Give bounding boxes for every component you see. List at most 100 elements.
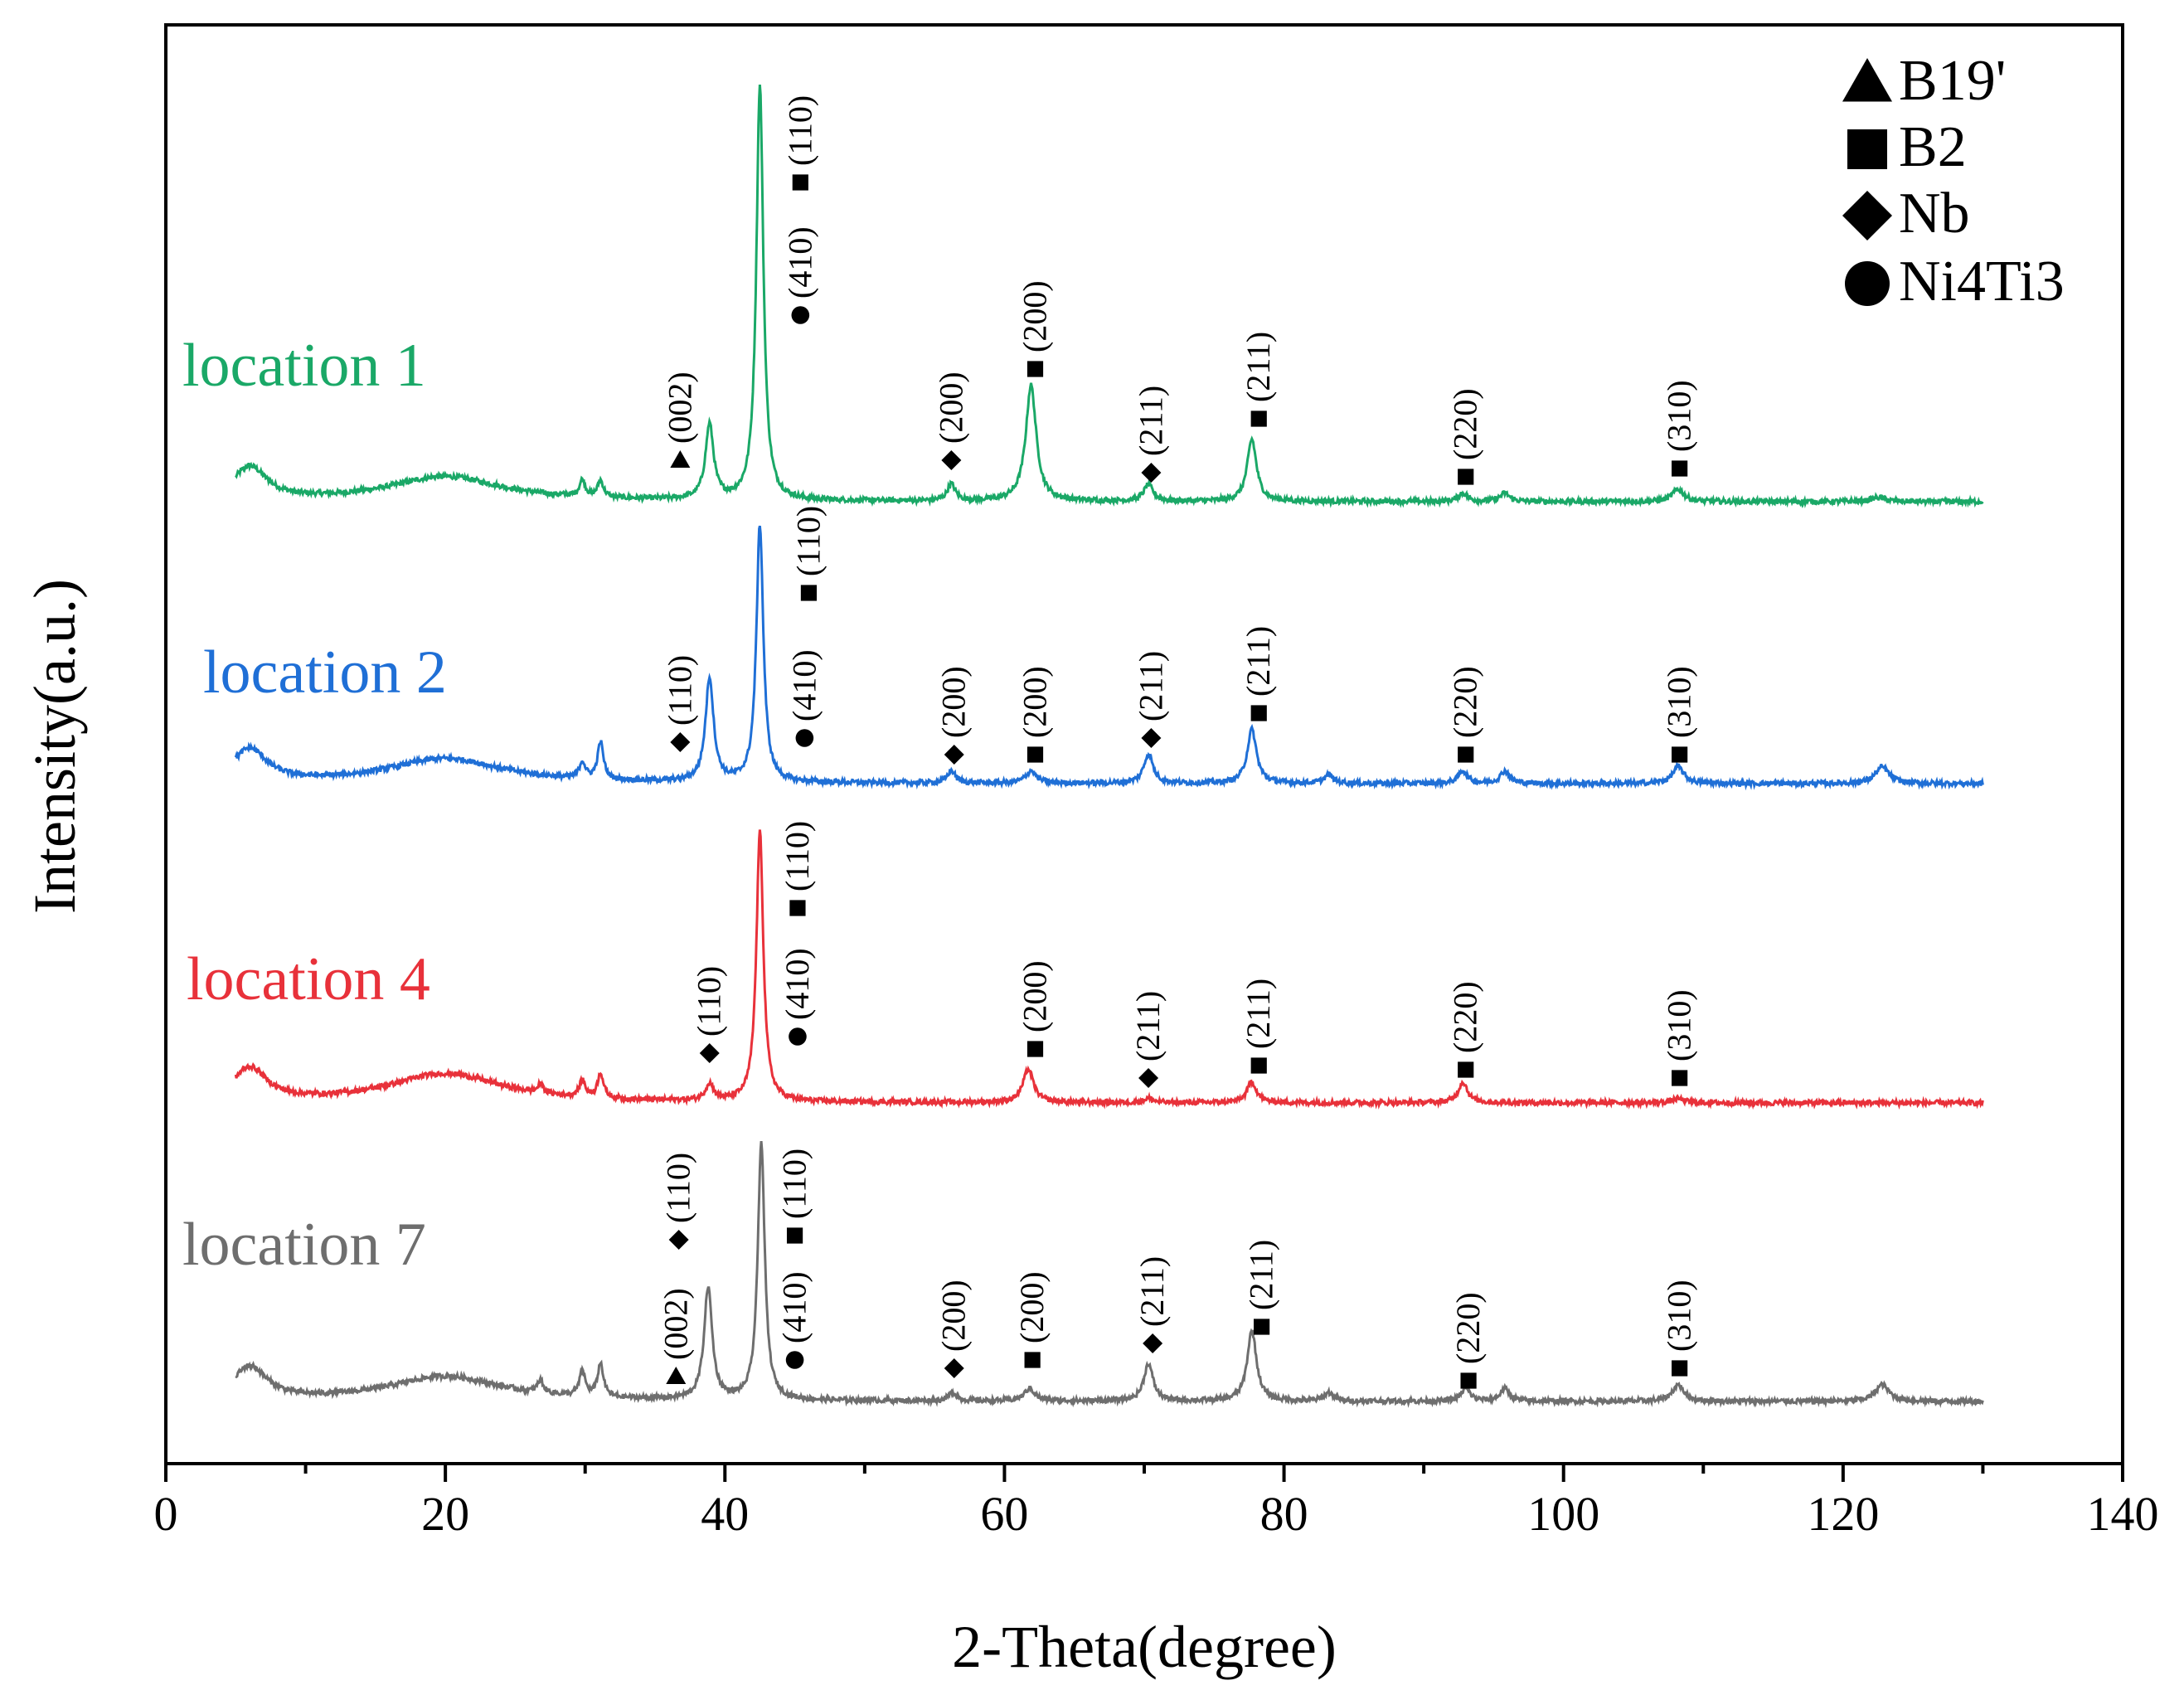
x-tick-label: 140: [2087, 1487, 2159, 1541]
plot-frame: [164, 23, 2124, 1465]
peak-marker-diamond: [1138, 1068, 1159, 1088]
series-curves: [234, 84, 1984, 1409]
peak-label: (002): [657, 1288, 694, 1360]
peak-label: (310): [1661, 666, 1698, 738]
legend-marker-diamond: [1842, 191, 1892, 240]
peak-label: (211): [1132, 651, 1169, 721]
series-label: location 4: [187, 945, 430, 1013]
x-tick-label: 100: [1527, 1487, 1599, 1541]
peak-label: (211): [1240, 979, 1277, 1049]
peak-label: (110): [660, 1153, 697, 1223]
peak-label: (410): [779, 948, 816, 1020]
peak-label: (200): [1017, 666, 1054, 738]
series-label: location 2: [203, 639, 447, 707]
peak-label: (110): [789, 506, 827, 576]
peak-marker-square: [1026, 361, 1044, 377]
peak-marker-diamond: [944, 1358, 964, 1378]
peak-label: (310): [1661, 1280, 1698, 1352]
x-tick-label: 40: [701, 1487, 749, 1541]
peak-label: (110): [781, 95, 818, 166]
peak-label: (110): [691, 966, 728, 1037]
peak-marker-square: [1672, 1360, 1688, 1377]
x-axis: 0 20 40 60 80 100 120 140: [154, 1464, 2159, 1541]
peak-marker-triangle: [670, 450, 691, 468]
peak-label: (220): [1447, 981, 1484, 1053]
peak-marker-diamond: [670, 732, 691, 752]
peak-marker-square: [1672, 746, 1688, 763]
series-labels: location 1 location 2 location 4 location 7: [182, 332, 447, 1279]
peak-label: (211): [1240, 626, 1277, 697]
peak-label: (200): [1017, 960, 1054, 1032]
peak-label: (200): [932, 372, 969, 444]
peak-marker-square: [800, 585, 818, 601]
peak-label: (410): [785, 649, 823, 721]
peak-marker-diamond: [699, 1043, 720, 1063]
peak-marker-square: [1250, 1057, 1267, 1074]
legend-marker-square: [1847, 129, 1887, 169]
legend-marker-triangle: [1842, 58, 1892, 102]
peak-annotations: (002) (110) (410) (200) (200) (211) (211) (220)…: [657, 95, 1698, 1389]
peak-label: (211): [1243, 1240, 1280, 1310]
peak-marker-diamond: [944, 745, 964, 765]
peak-marker-circle: [789, 1027, 807, 1046]
legend-label: Nb: [1899, 182, 1970, 245]
peak-label: (220): [1447, 666, 1484, 738]
peak-marker-square: [1458, 746, 1474, 763]
peak-label: (220): [1447, 388, 1484, 460]
series-line-1: [235, 84, 1984, 508]
peak-label: (310): [1661, 380, 1698, 452]
peak-label: (200): [1013, 1271, 1051, 1343]
peak-marker-square: [1672, 460, 1688, 477]
peak-marker-square: [1672, 1070, 1688, 1086]
peak-label: (211): [1133, 1256, 1171, 1327]
legend-label: B2: [1899, 115, 1967, 179]
peak-label: (211): [1132, 386, 1169, 456]
x-axis-title: 2-Theta(degree): [952, 1614, 1337, 1680]
x-tick-label: 0: [154, 1487, 178, 1541]
peak-marker-square: [786, 1227, 803, 1244]
peak-marker-square: [1250, 410, 1267, 427]
peak-label: (410): [776, 1271, 813, 1343]
series-label: location 7: [182, 1211, 426, 1279]
peak-marker-square: [1458, 469, 1474, 485]
peak-marker-square: [1460, 1372, 1477, 1389]
peak-marker-square: [1458, 1061, 1474, 1078]
peak-marker-square: [1026, 1041, 1044, 1057]
peak-marker-triangle: [666, 1367, 687, 1384]
series-line-4: [235, 1140, 1984, 1409]
peak-marker-diamond: [1143, 1333, 1163, 1353]
peak-marker-diamond: [941, 450, 962, 470]
x-tick-label: 60: [980, 1487, 1028, 1541]
legend-label: Ni4Ti3: [1899, 250, 2065, 313]
peak-label: (211): [1129, 991, 1167, 1061]
peak-label: (200): [935, 666, 973, 738]
peak-marker-square: [789, 900, 806, 916]
series-label: location 1: [182, 332, 426, 400]
peak-label: (200): [1017, 280, 1054, 352]
peak-marker-diamond: [1141, 463, 1162, 483]
peak-marker-square: [792, 174, 808, 191]
y-axis-title: Intensity(a.u.): [22, 579, 88, 914]
peak-marker-circle: [791, 306, 810, 324]
peak-label: (200): [935, 1280, 973, 1352]
peak-marker-circle: [795, 729, 814, 747]
series-line-3: [234, 829, 1984, 1110]
peak-marker-diamond: [1141, 728, 1162, 748]
legend-marker-circle: [1845, 261, 1890, 306]
legend-label: B19': [1899, 49, 2006, 113]
peak-marker-square: [1026, 746, 1044, 763]
series-line-2: [234, 525, 1984, 791]
peak-marker-diamond: [668, 1230, 689, 1250]
peak-label: (110): [776, 1149, 813, 1219]
peak-marker-circle: [785, 1351, 804, 1369]
peak-label: (110): [779, 821, 816, 891]
x-tick-label: 20: [421, 1487, 469, 1541]
peak-label: (410): [781, 226, 818, 299]
peak-label: (220): [1449, 1292, 1487, 1364]
peak-marker-square: [1024, 1352, 1041, 1368]
peak-label: (310): [1661, 989, 1698, 1061]
peak-label: (002): [661, 372, 698, 444]
x-tick-label: 120: [1807, 1487, 1879, 1541]
